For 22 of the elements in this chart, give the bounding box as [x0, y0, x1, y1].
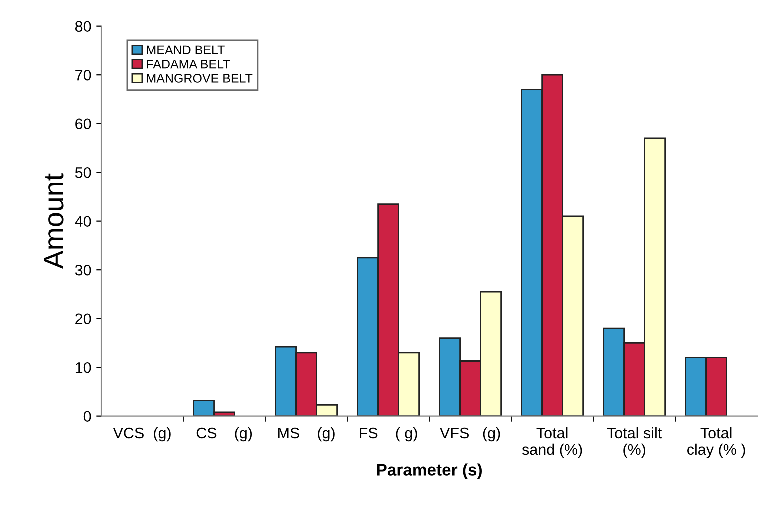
legend-label: FADAMA BELT — [147, 60, 230, 69]
y-tick-label: 0 — [84, 411, 92, 422]
x-tick-label: CS (g) — [196, 427, 252, 442]
x-tick-label: VFS (g) — [440, 427, 500, 442]
y-tick-label: 20 — [76, 314, 92, 325]
legend-label: MEAND BELT — [147, 46, 225, 54]
y-axis-title: Amount — [44, 174, 64, 270]
y-tick-label: 80 — [75, 21, 92, 32]
y-tick-label: 70 — [76, 70, 92, 81]
y-tick-label: 30 — [75, 264, 92, 276]
x-axis-title: Parameter (s) — [377, 464, 482, 480]
x-tick-label: FS ( g) — [360, 427, 418, 442]
x-tick-label: Total silt (%) — [607, 427, 662, 458]
y-tick-label: 50 — [75, 167, 92, 178]
x-tick-label: Total sand (%) — [522, 427, 582, 458]
y-tick-label: 60 — [76, 118, 92, 130]
x-tick-label: Total clay (% ) — [688, 427, 746, 458]
y-tick-label: 40 — [75, 216, 92, 228]
x-tick-label: MS (g) — [278, 427, 335, 442]
x-tick-label: VCS (g) — [113, 427, 171, 442]
legend-label: MANGROVE BELT — [147, 74, 253, 83]
y-tick-label: 10 — [76, 362, 92, 374]
